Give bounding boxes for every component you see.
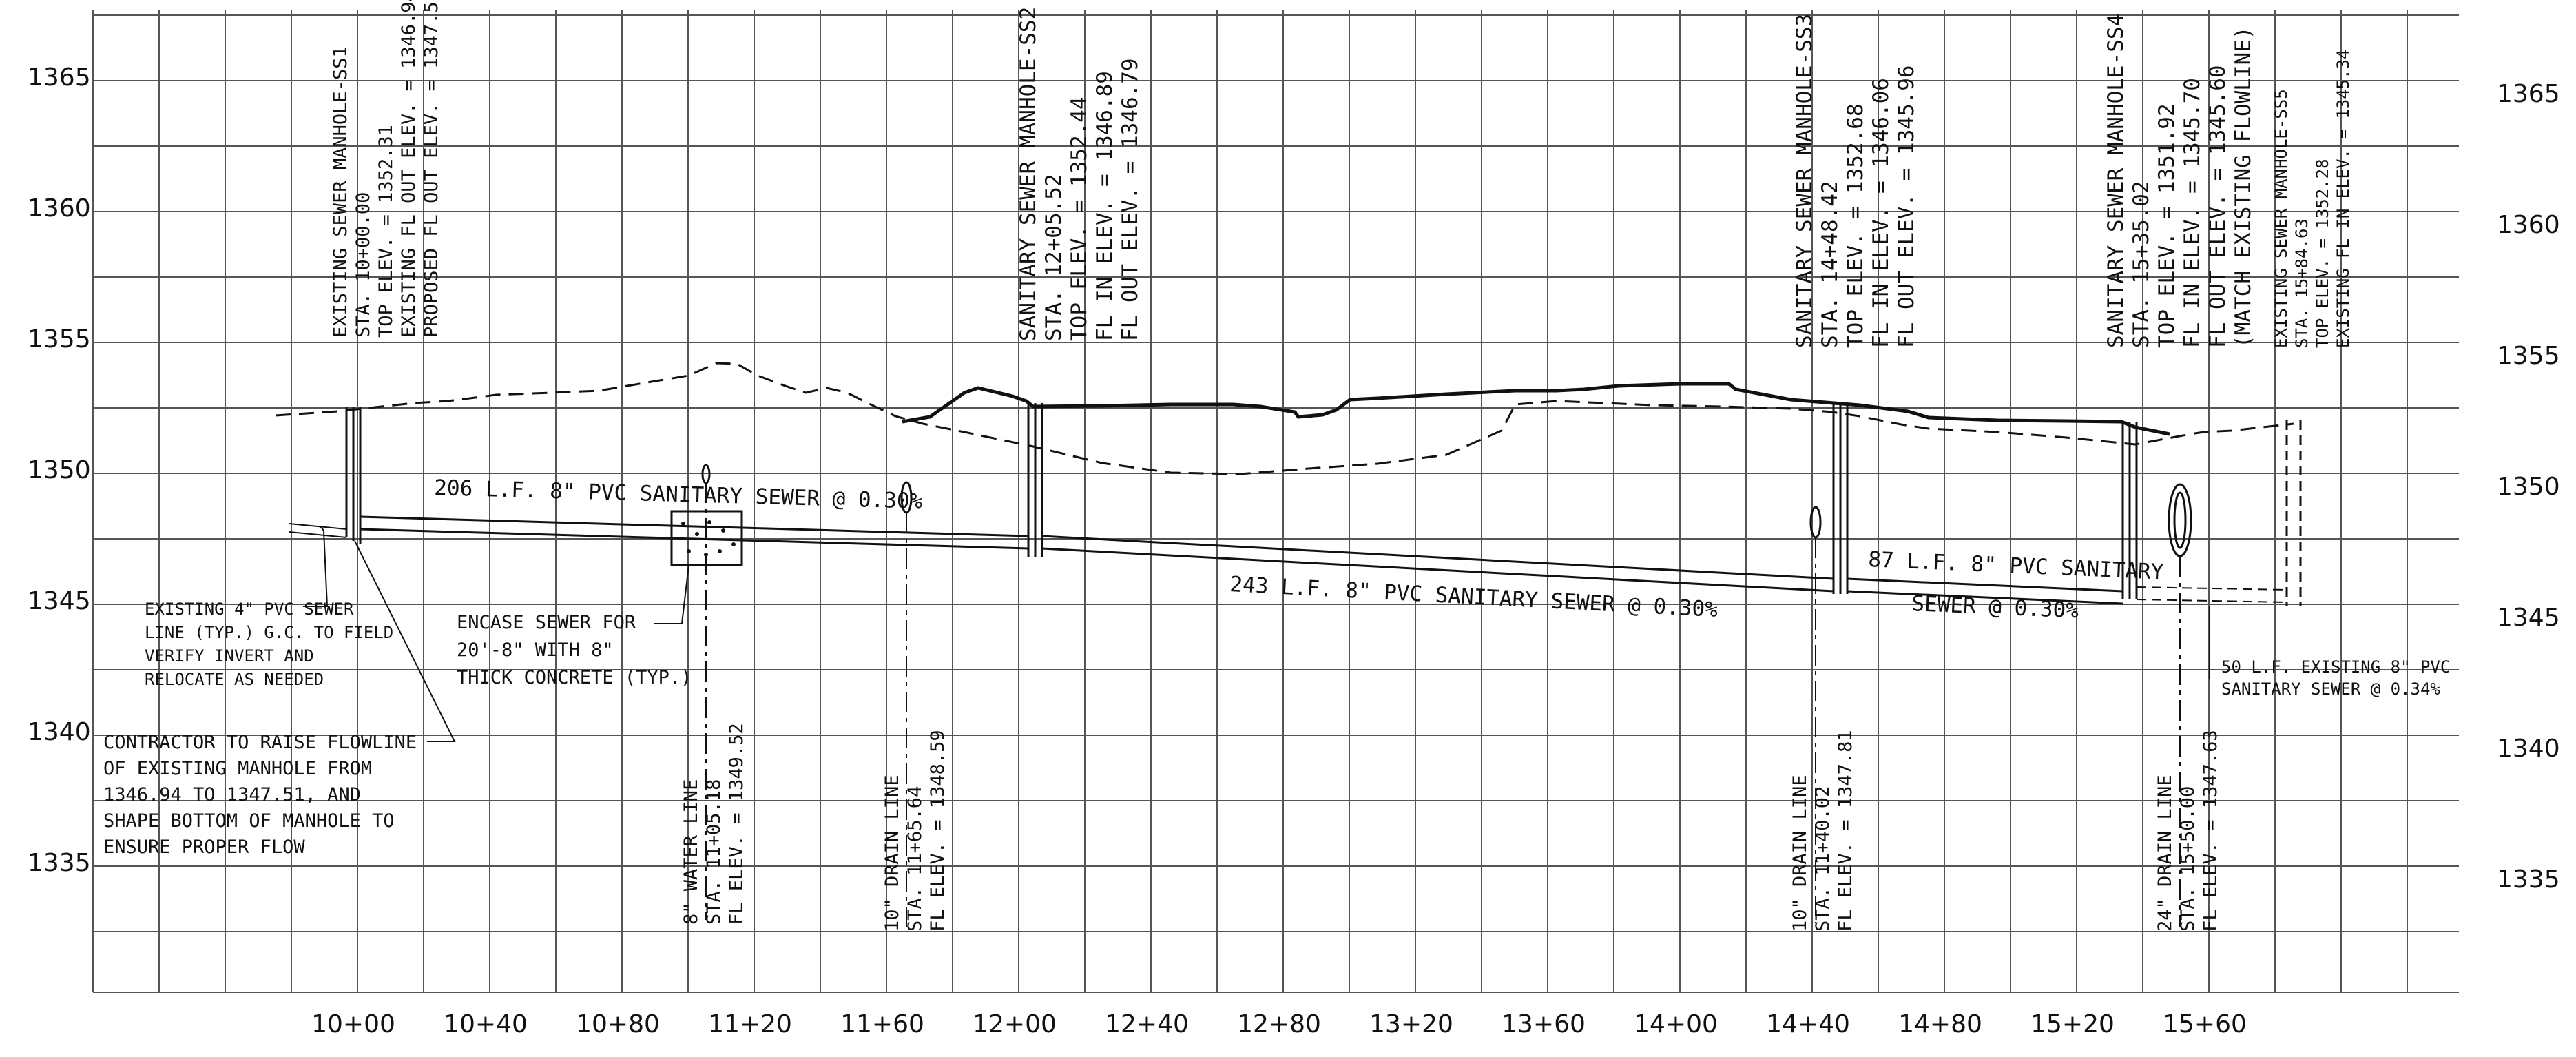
grid [92,10,2459,993]
station-label-10-00: 10+00 [311,1010,395,1038]
drain-line-10b-label-line3: FL ELEV. = 1347.81 [1835,730,1856,932]
elev-label-1365-right: 1365 [2497,80,2560,108]
proposed-ground-line [902,382,2170,436]
drain-line-24-label-line2: STA. 15+50.00 [2177,786,2199,932]
note-encase-line1: ENCASE SEWER FOR [457,612,636,633]
mh-ss1-label-line2: STA. 10+00.00 [353,192,374,338]
mh-ss3-label-line1: SANITARY SEWER MANHOLE-SS3 [1792,14,1817,348]
station-label-12-40: 12+40 [1105,1010,1189,1038]
mh-ss3-label-line3: TOP ELEV. = 1352.68 [1843,103,1868,348]
station-label-14-80: 14+80 [1898,1010,1982,1038]
elev-label-1335: 1335 [28,849,91,877]
water-line-label-line2: STA. 11+05.18 [703,779,725,925]
mh-ss5-label-line3: TOP ELEV. = 1352.28 [2313,158,2332,348]
mh-ss3-label-line5: FL OUT ELEV. = 1345.96 [1894,65,1919,348]
sewer-pipes [289,515,2287,605]
mh-ss2-label-line3: TOP ELEV. = 1352.44 [1067,96,1092,341]
mh-ss4-label-line6: (MATCH EXISTING FLOWLINE) [2231,26,2256,348]
station-label-14-40: 14+40 [1766,1010,1850,1038]
drain-line-10b-label-line1: 10" DRAIN LINE [1789,774,1811,932]
station-label-14-00: 14+00 [1634,1010,1718,1038]
water-line-label-line1: 8" WATER LINE [681,779,702,925]
pipe-label-206lf: 206 L.F. 8" PVC SANITARY SEWER @ 0.30% [434,475,923,514]
elev-label-1335-right: 1335 [2497,865,2560,894]
elev-label-1340-right: 1340 [2497,735,2560,763]
station-label-12-80: 12+80 [1237,1010,1321,1038]
elevation-labels-left: 1365 1360 1355 1350 1345 1340 1335 [28,63,91,877]
pipe-label-243lf: 243 L.F. 8" PVC SANITARY SEWER @ 0.30% [1229,572,1718,622]
station-label-15-60: 15+60 [2163,1010,2247,1038]
crossing-pipes [701,464,2192,557]
mh-ss4-label-line2: STA. 15+35.02 [2129,181,2154,348]
mh-ss2-label-line4: FL IN ELEV. = 1346.89 [1092,71,1117,341]
mh-ss4-label-line4: FL IN ELEV. = 1345.70 [2180,78,2205,348]
pipe-label-87lf-line2: SEWER @ 0.30% [1911,591,2079,624]
elev-label-1355-right: 1355 [2497,342,2560,370]
station-label-15-20: 15+20 [2030,1010,2115,1038]
mh-ss2-label-line1: SANITARY SEWER MANHOLE-SS2 [1016,7,1041,341]
leader-lines [303,482,2210,927]
mh-ss3-label-line2: STA. 14+48.42 [1818,181,1842,348]
note-existing-line2: LINE (TYP.) G.C. TO FIELD [145,623,393,642]
mh-ss1-label-line4: EXISTING FL OUT ELEV. = 1346.94 [398,0,419,338]
mh-ss5-label-line2: STA. 15+84.63 [2292,218,2312,348]
mh-ss5-label-line4: EXISTING FL IN ELEV. = 1345.34 [2334,50,2353,348]
note-contractor-line5: ENSURE PROPER FLOW [103,837,305,858]
note-contractor-line4: SHAPE BOTTOM OF MANHOLE TO [103,810,395,832]
elev-label-1360-right: 1360 [2497,211,2560,239]
station-label-11-20: 11+20 [708,1010,792,1038]
elev-label-1365: 1365 [28,63,91,92]
drain-line-10b-label-line2: STA. 11+40.02 [1812,786,1834,932]
note-contractor-line1: CONTRACTOR TO RAISE FLOWLINE [103,732,417,753]
encasement-hatch [681,520,736,557]
station-label-12-00: 12+00 [973,1010,1057,1038]
pipe-label-87lf-line1: 87 L.F. 8" PVC SANITARY [1868,547,2165,585]
elevation-labels-right: 1365 1360 1355 1350 1345 1340 1335 [2497,80,2560,894]
elev-label-1350: 1350 [28,456,91,484]
elev-label-1345-right: 1345 [2497,604,2560,632]
elev-label-1350-right: 1350 [2497,473,2560,501]
elev-label-1355: 1355 [28,325,91,353]
mh-ss2-label-line2: STA. 12+05.52 [1041,174,1066,341]
note-existing-line1: EXISTING 4" PVC SEWER [145,599,354,619]
drain-line-24-label-line1: 24" DRAIN LINE [2154,774,2176,932]
station-label-13-20: 13+20 [1369,1010,1453,1038]
mh-ss3-label-line4: FL IN ELEV. = 1346.06 [1869,78,1893,348]
drain-line-24-label-line3: FL ELEV. = 1347.63 [2200,730,2221,932]
elev-label-1360: 1360 [28,194,91,223]
water-line-label-line3: FL ELEV. = 1349.52 [726,723,747,925]
note-contractor-line3: 1346.94 TO 1347.51, AND [103,784,361,805]
note-encase-line2: 20'-8" WITH 8" [457,639,614,661]
existing-ground-line [275,362,2294,475]
note-existing-line4: RELOCATE AS NEEDED [145,670,324,689]
mh-ss1-label-line5: PROPOSED FL OUT ELEV. = 1347.51 [421,0,442,338]
elev-label-1345: 1345 [28,587,91,615]
elev-label-1340: 1340 [28,718,91,746]
station-label-11-60: 11+60 [840,1010,924,1038]
note-contractor-line2: OF EXISTING MANHOLE FROM [103,758,372,779]
note-existing-line3: VERIFY INVERT AND [145,646,314,666]
mh-ss2-label-line5: FL OUT ELEV. = 1346.79 [1118,58,1143,341]
mh-ss4-label-line5: FL OUT ELEV. = 1345.60 [2205,65,2230,348]
station-labels: 10+00 10+40 10+80 11+20 11+60 12+00 12+4… [311,1010,2247,1038]
mh-ss1-label-line3: TOP ELEV. = 1352.31 [375,125,397,338]
mh-ss5-label-line1: EXISTING SEWER MANHOLE-SS5 [2272,89,2291,348]
drain-line-10a-label-line1: 10" DRAIN LINE [882,774,903,932]
mh-ss4-label-line3: TOP ELEV. = 1351.92 [2154,103,2179,348]
station-label-10-80: 10+80 [576,1010,660,1038]
station-label-13-60: 13+60 [1502,1010,1586,1038]
note-existing-sewer-line2: SANITARY SEWER @ 0.34% [2221,679,2440,699]
manhole-structures [345,403,2302,606]
note-encase-line3: THICK CONCRETE (TYP.) [457,667,692,688]
mh-ss4-label-line1: SANITARY SEWER MANHOLE-SS4 [2104,14,2128,348]
note-existing-sewer-line1: 50 L.F. EXISTING 8" PVC [2221,657,2450,677]
drain-line-10a-label-line2: STA. 11+65.64 [904,786,926,932]
mh-ss1-label-line1: EXISTING SEWER MANHOLE-SS1 [330,46,351,338]
drain-line-10a-label-line3: FL ELEV. = 1348.59 [927,730,948,932]
station-label-10-40: 10+40 [444,1010,528,1038]
